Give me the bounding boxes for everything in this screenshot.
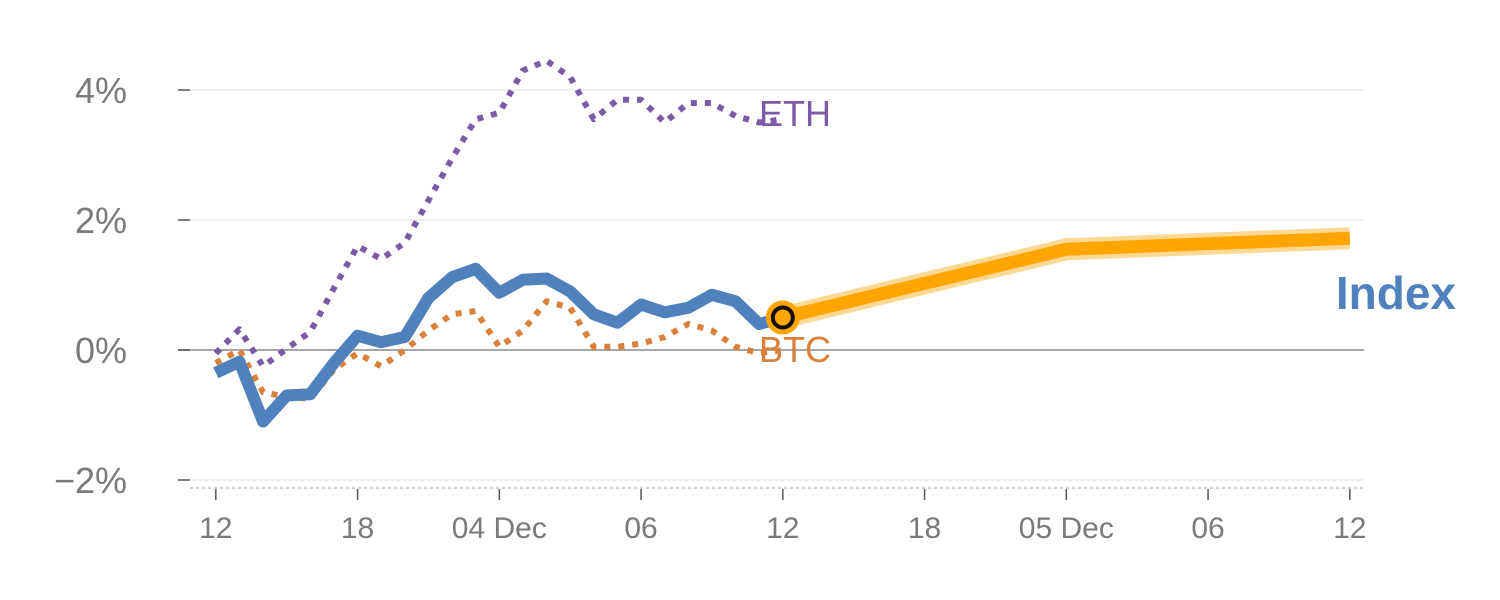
series-labels: ETH BTC Index [759, 93, 1456, 370]
x-axis: 12 18 04 Dec 06 12 18 05 Dec 06 12 [190, 487, 1367, 545]
btc-series-label: BTC [759, 329, 831, 370]
btc-line [214, 298, 784, 402]
x-tick-label: 12 [199, 512, 232, 545]
index-forecast-line [781, 231, 1351, 324]
y-axis: −2% 0% 2% 4% [54, 70, 190, 501]
x-tick-label: 06 [1191, 512, 1224, 545]
y-tick-label: 4% [75, 70, 127, 111]
series-lines [213, 57, 1351, 428]
eth-line [213, 57, 784, 370]
x-tick-label: 18 [341, 512, 374, 545]
eth-series-label: ETH [759, 93, 831, 134]
x-tick-label: 06 [624, 512, 657, 545]
current-point-marker [770, 305, 795, 330]
y-tick-label: 2% [75, 200, 127, 241]
x-tick-label: 12 [766, 512, 799, 545]
y-tick-label: 0% [75, 330, 127, 371]
index-series-label: Index [1336, 267, 1457, 319]
x-tick-label: 18 [908, 512, 941, 545]
x-tick-label: 04 Dec [452, 512, 547, 545]
grid-lines [178, 89, 1364, 481]
x-tick-label: 12 [1333, 512, 1366, 545]
y-tick-label: −2% [54, 460, 127, 501]
x-tick-label: 05 Dec [1019, 512, 1114, 545]
index-line [213, 262, 785, 428]
